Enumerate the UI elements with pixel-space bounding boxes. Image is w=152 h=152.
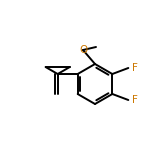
Text: F: F: [132, 95, 138, 105]
Text: F: F: [132, 63, 138, 73]
Text: O: O: [79, 45, 87, 55]
